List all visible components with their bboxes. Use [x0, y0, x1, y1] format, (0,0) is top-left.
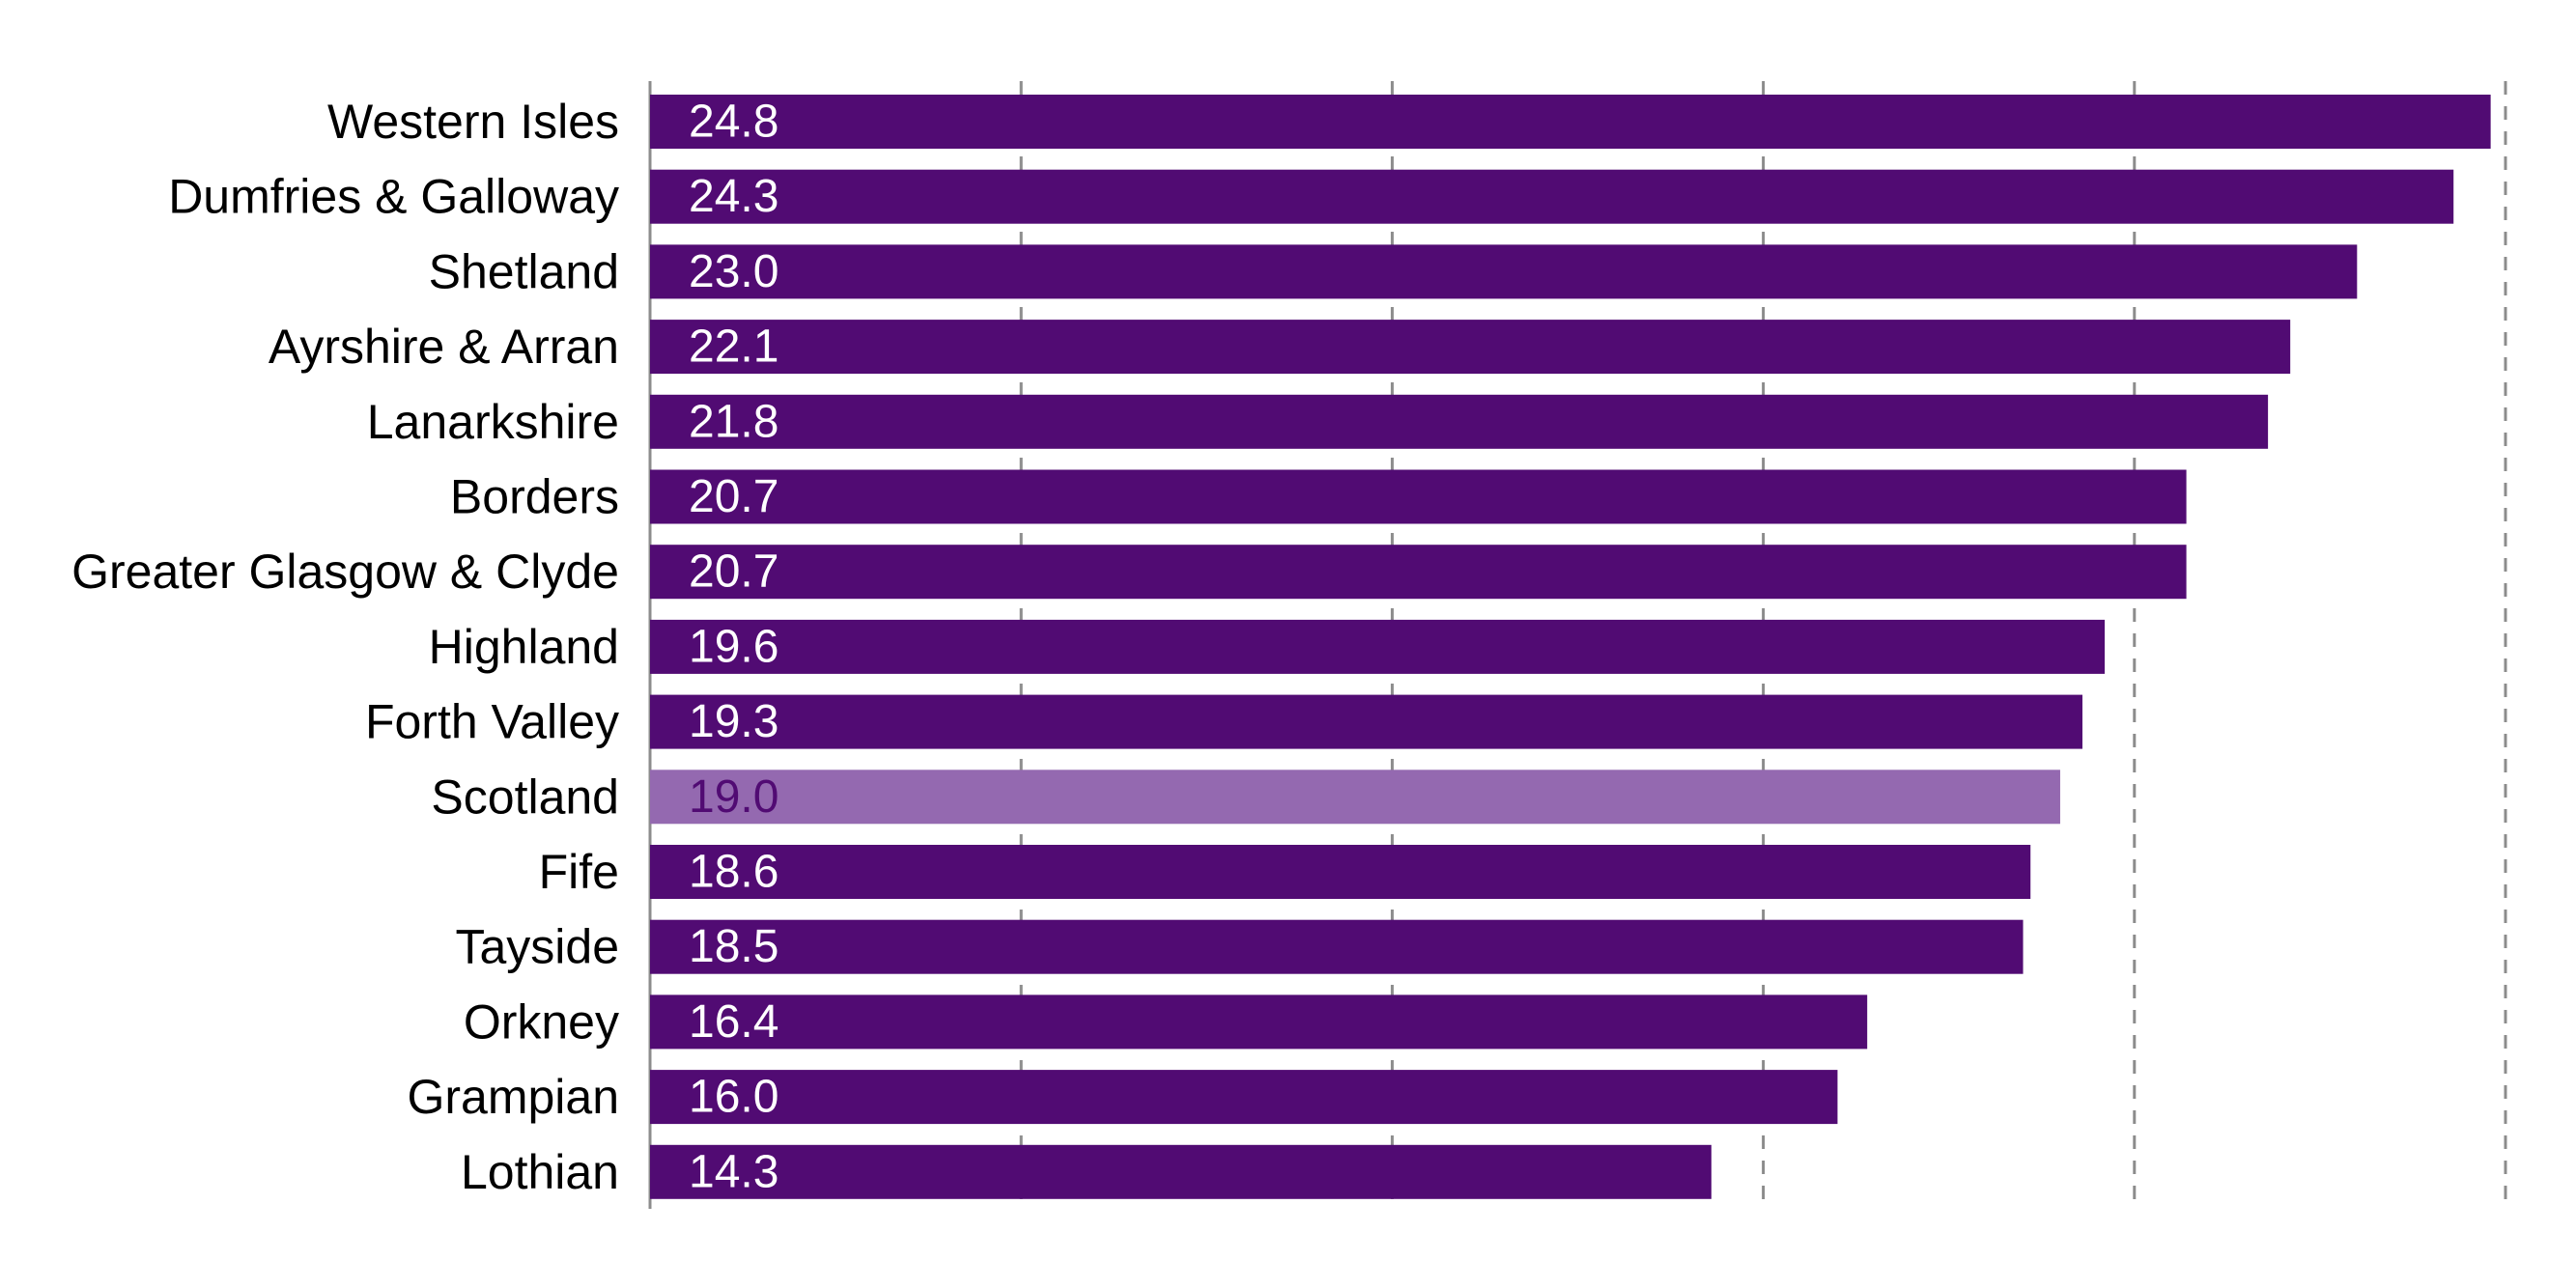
category-label-dumfries-and-galloway: Dumfries & Galloway	[168, 170, 619, 224]
category-label-lanarkshire: Lanarkshire	[367, 395, 619, 449]
bar-lanarkshire	[650, 394, 2269, 449]
value-label-highland: 19.6	[689, 621, 778, 672]
category-label-lothian: Lothian	[461, 1145, 619, 1199]
bar-dumfries-and-galloway	[650, 169, 2454, 224]
category-label-orkney: Orkney	[464, 994, 619, 1049]
value-label-dumfries-and-galloway: 24.3	[689, 171, 778, 222]
category-label-fife: Fife	[539, 845, 619, 899]
bars	[650, 95, 2491, 1199]
value-label-scotland: 19.0	[689, 771, 778, 823]
value-label-grampian: 16.0	[689, 1072, 778, 1123]
bar-forth-valley	[650, 694, 2083, 749]
bar-ayrshire-and-arran	[650, 320, 2291, 375]
value-label-lothian: 14.3	[689, 1146, 778, 1197]
bar-tayside	[650, 919, 2024, 974]
bar-borders	[650, 469, 2187, 524]
bar-greater-glasgow-and-clyde	[650, 545, 2187, 600]
value-label-orkney: 16.4	[689, 996, 778, 1048]
category-label-greater-glasgow-and-clyde: Greater Glasgow & Clyde	[71, 545, 619, 599]
category-labels: Western Isles Dumfries & Galloway Shetland…	[71, 95, 619, 1199]
category-label-ayrshire-and-arran: Ayrshire & Arran	[269, 320, 619, 374]
bar-fife	[650, 845, 2031, 899]
category-label-grampian: Grampian	[407, 1070, 619, 1124]
category-label-borders: Borders	[450, 470, 619, 524]
category-label-shetland: Shetland	[429, 244, 619, 298]
category-label-tayside: Tayside	[455, 920, 619, 974]
value-label-forth-valley: 19.3	[689, 696, 778, 747]
category-label-forth-valley: Forth Valley	[365, 695, 619, 749]
value-label-western-isles: 24.8	[689, 97, 778, 148]
bar-highland	[650, 619, 2106, 674]
value-label-shetland: 23.0	[689, 246, 778, 297]
bar-scotland	[650, 770, 2060, 825]
bar-orkney	[650, 994, 1868, 1050]
category-label-highland: Highland	[429, 620, 619, 674]
value-label-tayside: 18.5	[689, 921, 778, 972]
category-label-western-isles: Western Isles	[327, 95, 619, 149]
value-label-lanarkshire: 21.8	[689, 396, 778, 447]
category-label-scotland: Scotland	[431, 770, 619, 824]
bar-shetland	[650, 244, 2358, 299]
value-labels: 24.8 24.3 23.0 22.1 21.8 20.7 20.7 19.6 19.3 19.0…	[689, 97, 778, 1198]
value-label-borders: 20.7	[689, 471, 778, 522]
bar-grampian	[650, 1070, 1838, 1125]
value-label-fife: 18.6	[689, 847, 778, 898]
bar-lothian	[650, 1144, 1712, 1199]
bar-western-isles	[650, 95, 2491, 149]
value-label-greater-glasgow-and-clyde: 20.7	[689, 546, 778, 598]
value-label-ayrshire-and-arran: 22.1	[689, 322, 778, 373]
